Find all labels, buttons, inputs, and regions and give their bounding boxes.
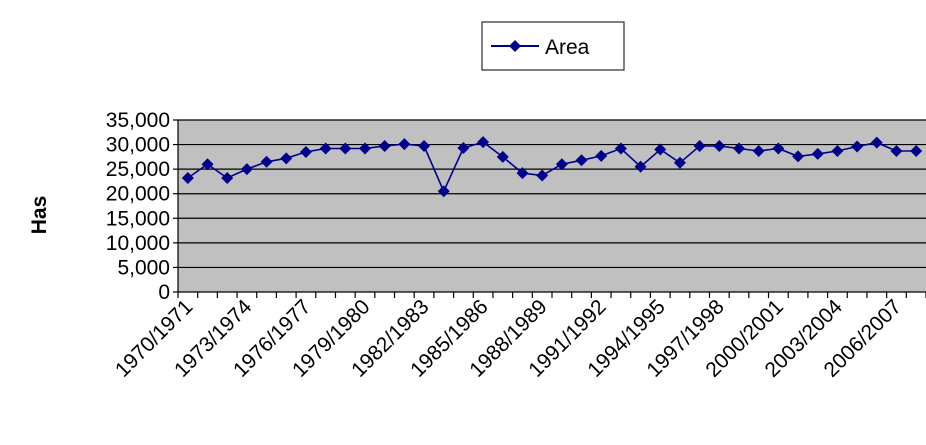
- data-point-marker: [536, 169, 549, 182]
- data-point-marker: [890, 144, 903, 157]
- y-tick-label: 0: [158, 281, 170, 304]
- data-point-marker: [260, 155, 273, 168]
- data-point-marker: [870, 136, 883, 149]
- data-point-marker: [378, 140, 391, 153]
- y-tick-label: 5,000: [117, 256, 170, 279]
- data-point-marker: [811, 147, 824, 160]
- data-point-marker: [359, 142, 371, 155]
- data-point-marker: [418, 140, 431, 153]
- data-point-marker: [319, 142, 332, 155]
- data-point-marker: [516, 167, 529, 180]
- y-tick-label: 15,000: [106, 207, 170, 230]
- data-point-marker: [339, 142, 352, 155]
- data-point-marker: [752, 144, 765, 157]
- data-point-marker: [496, 150, 509, 163]
- data-point-marker: [299, 145, 312, 158]
- data-point-marker: [201, 158, 214, 171]
- data-point-marker: [792, 150, 805, 163]
- y-tick-label: 35,000: [106, 109, 170, 132]
- data-point-marker: [693, 140, 706, 153]
- data-point-marker: [181, 171, 194, 184]
- data-point-marker: [713, 140, 726, 153]
- data-point-marker: [555, 158, 568, 171]
- data-point-marker: [575, 154, 588, 167]
- data-point-marker: [673, 156, 686, 169]
- data-point-marker: [910, 144, 923, 157]
- y-tick-label: 10,000: [106, 232, 170, 255]
- data-point-marker: [614, 142, 627, 155]
- plot-background: [178, 120, 926, 292]
- data-point-marker: [240, 163, 253, 176]
- data-point-marker: [595, 149, 608, 162]
- data-point-marker: [733, 142, 745, 155]
- data-point-marker: [654, 143, 667, 156]
- legend-label: Area: [545, 36, 590, 59]
- y-tick-label: 20,000: [106, 183, 170, 206]
- y-tick-label: 25,000: [106, 158, 170, 181]
- data-point-marker: [851, 140, 864, 153]
- data-point-marker: [221, 171, 234, 184]
- y-axis-title: Has: [28, 196, 51, 235]
- data-point-marker: [477, 136, 490, 149]
- data-point-marker: [634, 160, 647, 173]
- data-point-marker: [437, 185, 450, 198]
- legend: Area: [481, 21, 625, 71]
- data-point-marker: [831, 144, 844, 157]
- data-point-marker: [280, 152, 293, 165]
- data-point-marker: [457, 142, 470, 155]
- data-point-marker: [772, 142, 785, 155]
- y-tick-label: 30,000: [106, 134, 170, 157]
- data-point-marker: [398, 138, 411, 151]
- plot-area: 05,00010,00015,00020,00025,00030,00035,0…: [106, 109, 926, 382]
- legend-marker-icon: [509, 40, 521, 52]
